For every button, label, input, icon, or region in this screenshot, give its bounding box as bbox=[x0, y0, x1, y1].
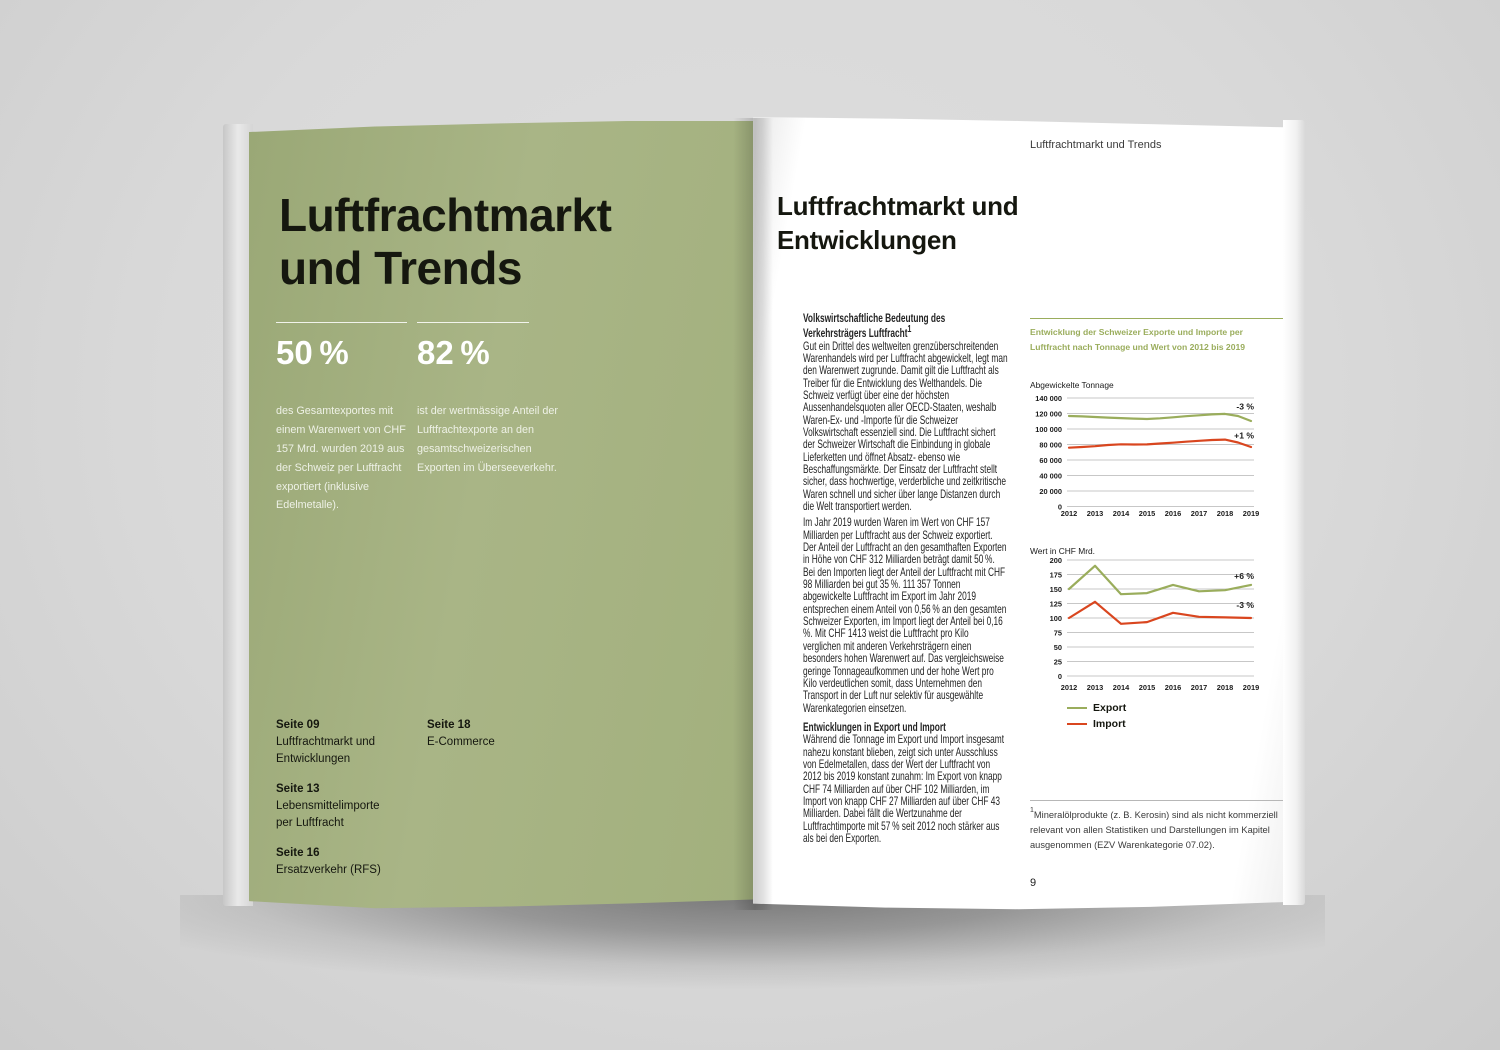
svg-text:2016: 2016 bbox=[1165, 683, 1181, 692]
svg-text:20 000: 20 000 bbox=[1039, 487, 1062, 496]
svg-text:+6 %: +6 % bbox=[1234, 571, 1254, 581]
svg-text:150: 150 bbox=[1050, 585, 1062, 594]
svg-text:120 000: 120 000 bbox=[1035, 410, 1062, 419]
svg-text:175: 175 bbox=[1050, 571, 1062, 580]
svg-text:+1 %: +1 % bbox=[1234, 431, 1254, 441]
svg-text:-3 %: -3 % bbox=[1236, 600, 1254, 610]
svg-text:2015: 2015 bbox=[1139, 509, 1155, 518]
svg-text:100: 100 bbox=[1050, 614, 1062, 623]
svg-text:2019: 2019 bbox=[1243, 683, 1259, 692]
svg-text:75: 75 bbox=[1054, 629, 1062, 638]
svg-text:200: 200 bbox=[1050, 556, 1062, 565]
svg-text:2014: 2014 bbox=[1113, 683, 1130, 692]
svg-text:100 000: 100 000 bbox=[1035, 425, 1062, 434]
svg-text:50: 50 bbox=[1054, 643, 1062, 652]
svg-text:2019: 2019 bbox=[1243, 509, 1259, 518]
svg-text:2016: 2016 bbox=[1165, 509, 1181, 518]
svg-text:2013: 2013 bbox=[1087, 683, 1103, 692]
svg-text:25: 25 bbox=[1054, 658, 1062, 667]
svg-text:2013: 2013 bbox=[1087, 509, 1103, 518]
svg-text:-3 %: -3 % bbox=[1236, 402, 1254, 412]
svg-text:2018: 2018 bbox=[1217, 683, 1233, 692]
svg-text:2017: 2017 bbox=[1191, 683, 1207, 692]
svg-text:60 000: 60 000 bbox=[1039, 456, 1062, 465]
svg-text:80 000: 80 000 bbox=[1039, 441, 1062, 450]
svg-text:2017: 2017 bbox=[1191, 509, 1207, 518]
svg-text:2014: 2014 bbox=[1113, 509, 1130, 518]
svg-text:140 000: 140 000 bbox=[1035, 394, 1062, 403]
svg-text:0: 0 bbox=[1058, 672, 1062, 681]
svg-text:40 000: 40 000 bbox=[1039, 472, 1062, 481]
svg-text:2015: 2015 bbox=[1139, 683, 1155, 692]
svg-text:2012: 2012 bbox=[1061, 509, 1077, 518]
svg-text:2018: 2018 bbox=[1217, 509, 1233, 518]
svg-text:2012: 2012 bbox=[1061, 683, 1077, 692]
svg-text:125: 125 bbox=[1050, 600, 1062, 609]
